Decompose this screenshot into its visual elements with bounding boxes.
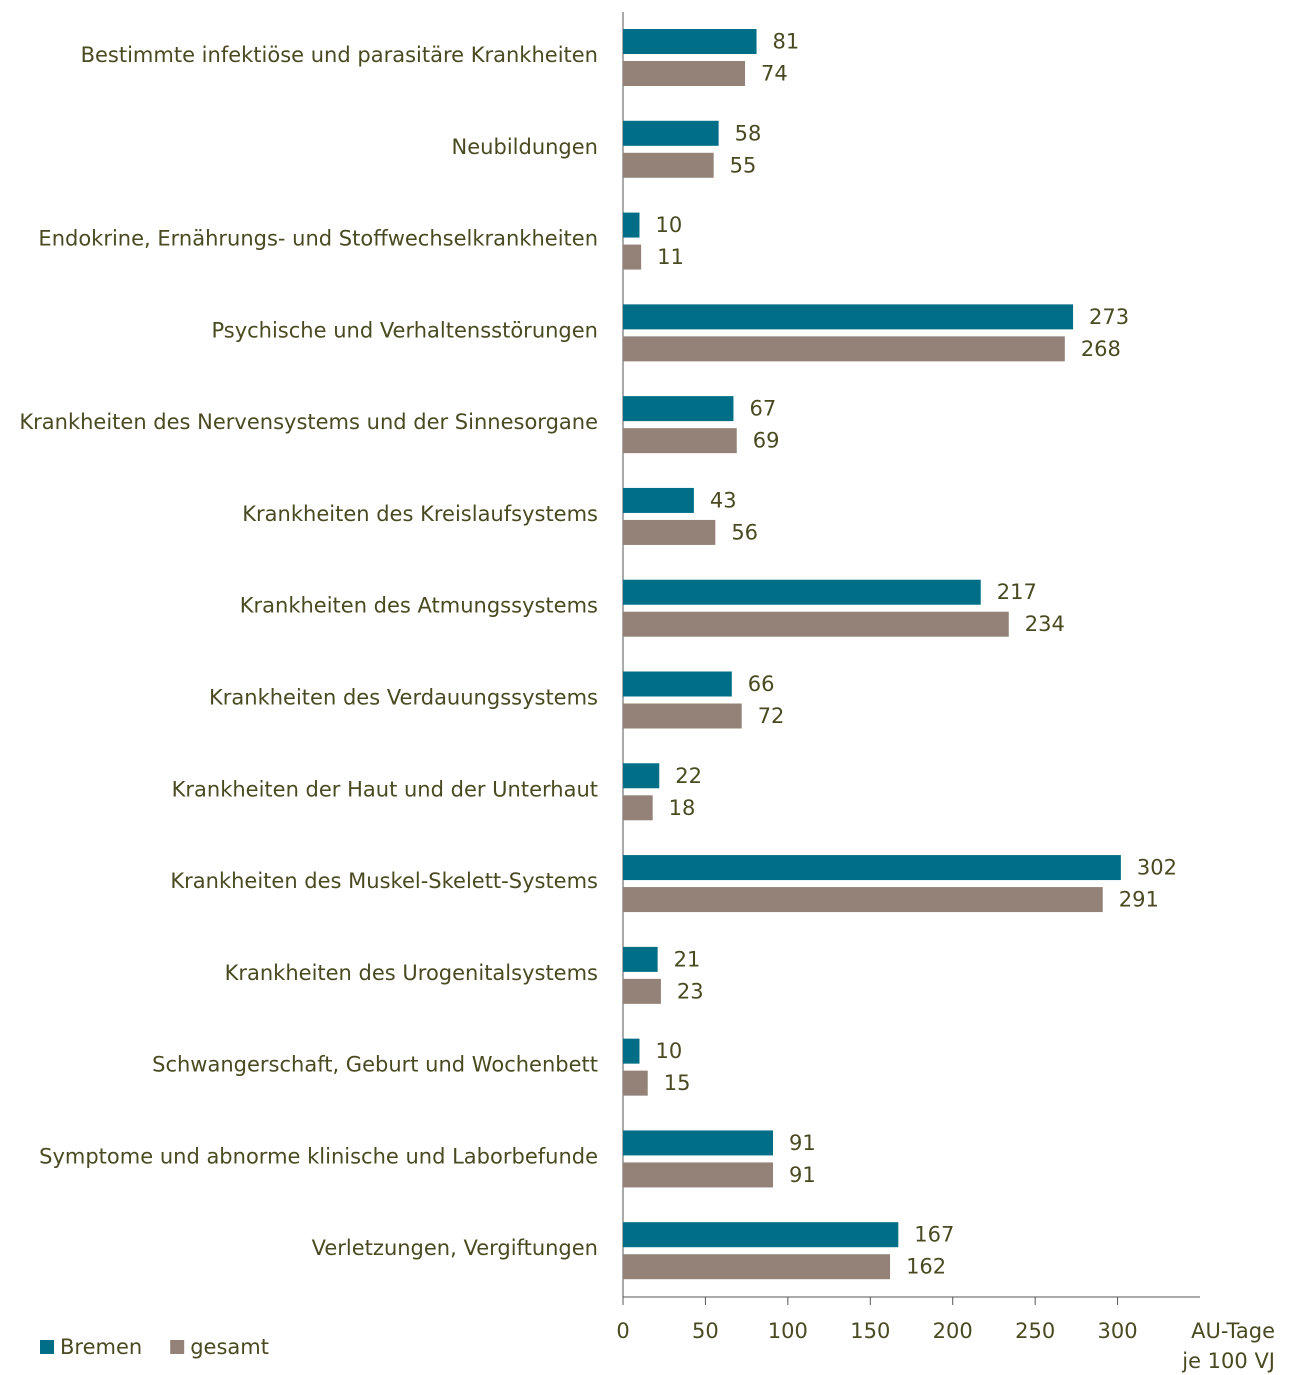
value-label: 15 [664, 1071, 691, 1095]
bar [623, 946, 658, 972]
category-label: Krankheiten des Kreislaufsystems [242, 502, 598, 526]
bar [623, 396, 734, 422]
bar [623, 1254, 891, 1280]
value-label: 67 [749, 397, 776, 421]
bar [623, 244, 642, 270]
category-label: Krankheiten des Muskel-Skelett-Systems [170, 869, 598, 893]
category-label: Krankheiten des Urogenitalsystems [225, 961, 598, 985]
bar [623, 29, 757, 54]
bar [623, 611, 1009, 637]
bar [623, 795, 653, 821]
value-label: 23 [677, 979, 704, 1003]
category-label: Bestimmte infektiöse und parasitäre Kran… [81, 43, 598, 67]
bar [623, 579, 981, 605]
bar [623, 1070, 648, 1096]
value-label: 43 [710, 488, 737, 512]
value-label: 55 [730, 153, 757, 177]
bar [623, 519, 716, 545]
value-label: 302 [1137, 856, 1177, 880]
category-label: Symptome und abnorme klinische und Labor… [39, 1144, 598, 1168]
value-label: 11 [657, 245, 684, 269]
x-tick-label: 50 [692, 1319, 719, 1343]
bar [623, 703, 742, 729]
legend-label: Bremen [60, 1335, 142, 1359]
x-tick-label: 0 [616, 1319, 629, 1343]
value-label: 10 [655, 213, 682, 237]
value-label: 74 [761, 62, 788, 86]
x-tick-label: 300 [1098, 1319, 1138, 1343]
value-label: 273 [1089, 305, 1129, 329]
category-label: Krankheiten des Nervensystems und der Si… [19, 410, 598, 434]
value-label: 69 [753, 429, 780, 453]
bar [623, 1038, 640, 1064]
bar [623, 1222, 899, 1248]
value-label: 66 [748, 672, 775, 696]
category-label: Psychische und Verhaltensstörungen [211, 318, 598, 342]
x-axis-label: AU-Tage [1191, 1319, 1275, 1343]
bar [623, 763, 660, 789]
bar [623, 1162, 774, 1188]
bar [623, 1130, 774, 1156]
bar [623, 336, 1065, 362]
bar [623, 120, 719, 146]
value-label: 81 [773, 30, 800, 54]
bar [623, 487, 694, 513]
category-label: Verletzungen, Vergiftungen [312, 1236, 598, 1260]
x-tick-label: 100 [768, 1319, 808, 1343]
category-label: Schwangerschaft, Geburt und Wochenbett [152, 1053, 598, 1077]
category-label: Endokrine, Ernährungs- und Stoffwechselk… [38, 227, 598, 251]
category-label: Neubildungen [452, 135, 598, 159]
category-label: Krankheiten des Atmungssystems [240, 594, 598, 618]
bar [623, 304, 1074, 330]
value-label: 10 [655, 1039, 682, 1063]
bar [623, 671, 732, 697]
value-label: 56 [731, 520, 758, 544]
value-label: 91 [789, 1131, 816, 1155]
category-label: Krankheiten der Haut und der Unterhaut [172, 777, 598, 801]
x-axis-label: je 100 VJ [1181, 1349, 1275, 1373]
bar [623, 61, 745, 86]
bar [623, 428, 737, 454]
value-label: 72 [758, 704, 785, 728]
bar [623, 855, 1121, 881]
value-label: 167 [914, 1223, 954, 1247]
value-label: 22 [675, 764, 702, 788]
x-tick-label: 250 [1015, 1319, 1055, 1343]
legend-label: gesamt [190, 1335, 269, 1359]
x-tick-label: 200 [933, 1319, 973, 1343]
value-label: 268 [1081, 337, 1121, 361]
bar [623, 978, 661, 1004]
value-label: 21 [674, 947, 701, 971]
category-label: Krankheiten des Verdauungssystems [209, 686, 598, 710]
value-label: 217 [997, 580, 1037, 604]
value-label: 58 [735, 121, 762, 145]
legend-swatch [170, 1340, 185, 1354]
x-tick-label: 150 [850, 1319, 890, 1343]
value-label: 291 [1119, 888, 1159, 912]
bar [623, 887, 1103, 913]
legend-swatch [40, 1340, 54, 1354]
value-label: 18 [669, 796, 696, 820]
value-label: 234 [1025, 612, 1065, 636]
value-label: 91 [789, 1163, 816, 1187]
bar [623, 212, 640, 238]
bar [623, 152, 714, 178]
value-label: 162 [906, 1255, 946, 1279]
